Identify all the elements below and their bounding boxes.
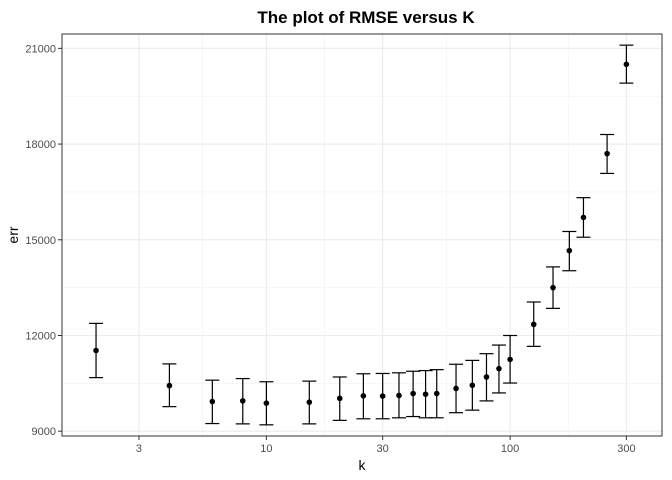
x-axis-title: k [359, 457, 367, 473]
data-point [239, 398, 246, 404]
data-point [483, 374, 490, 380]
data-point [263, 400, 270, 406]
x-tick-label: 3 [136, 443, 142, 455]
x-tick-label: 10 [260, 443, 272, 455]
data-points [93, 61, 630, 406]
data-point [360, 393, 367, 399]
data-point [336, 395, 343, 402]
data-point [530, 321, 537, 328]
data-point [604, 150, 610, 157]
y-tick-label: 15000 [25, 235, 56, 247]
data-point [396, 392, 402, 399]
data-point [422, 391, 429, 398]
data-point [580, 214, 587, 221]
data-point [550, 284, 556, 291]
grid [62, 34, 662, 436]
chart-title: The plot of RMSE versus K [257, 8, 475, 27]
plot-panel-border [61, 33, 663, 437]
y-axis-title: err [5, 226, 21, 243]
y-tick-label: 12000 [25, 331, 56, 343]
data-point [507, 356, 513, 363]
x-tick-label: 300 [617, 443, 635, 455]
y-axis-ticks: 9000 12000 15000 18000 21000 [25, 43, 62, 438]
data-point [566, 247, 573, 254]
data-point [410, 390, 416, 397]
x-tick-label: 100 [501, 443, 519, 455]
data-point [496, 365, 502, 372]
x-tick-label: 30 [377, 443, 389, 455]
data-point [433, 390, 440, 397]
data-point [453, 385, 459, 392]
x-axis-ticks: 3 10 30 100 300 [136, 436, 636, 455]
y-tick-label: 21000 [25, 43, 56, 55]
data-point [379, 393, 386, 399]
plot-panel [62, 34, 662, 436]
data-point [166, 382, 173, 389]
data-point [469, 382, 476, 389]
y-tick-label: 18000 [25, 139, 56, 151]
y-tick-label: 9000 [32, 426, 56, 438]
data-point [93, 347, 99, 354]
data-point [209, 398, 216, 405]
data-point [623, 61, 630, 68]
data-point [306, 399, 313, 405]
